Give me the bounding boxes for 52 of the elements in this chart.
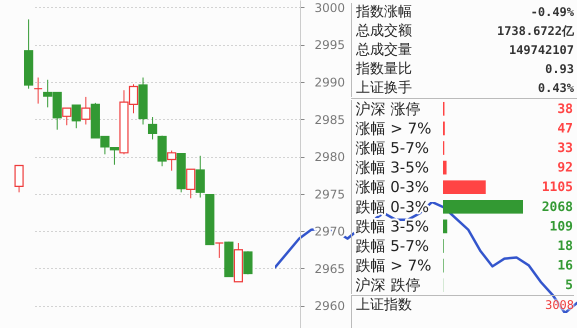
y-tick-label: 涨幅 0-3% <box>356 178 430 196</box>
data-label: 38 <box>557 102 574 117</box>
y-tick-label: 2985 <box>314 112 346 127</box>
annotation: 上证指数 <box>356 296 412 315</box>
candlestick <box>243 250 253 275</box>
y-tick-label: 沪深 跌停 <box>356 276 420 294</box>
y-tick-label: 2960 <box>314 299 346 314</box>
text: 上证换手 <box>356 79 412 98</box>
y-tick-label: 2980 <box>314 150 346 164</box>
y-tick-label: 跌幅 5-7% <box>356 236 430 255</box>
data-label: 5 <box>565 278 573 294</box>
text: -0.49% <box>530 4 574 21</box>
bar <box>443 180 486 194</box>
y-tick-label: 2965 <box>314 262 346 276</box>
candlestick <box>14 164 24 193</box>
text: 总成交额 <box>356 22 412 41</box>
candlestick <box>62 107 72 126</box>
data-label: 47 <box>557 121 573 136</box>
candlestick <box>81 96 90 125</box>
text: 1738.6722亿 <box>496 23 574 40</box>
candlestick <box>196 155 205 198</box>
data-label: 2068 <box>542 200 574 215</box>
candlestick <box>167 150 176 172</box>
y-tick-label: 沪深 涨停 <box>356 100 420 118</box>
data-label: 92 <box>557 160 573 176</box>
candlestick <box>34 77 43 104</box>
candlestick <box>186 168 196 199</box>
candlestick <box>148 116 158 140</box>
candlestick <box>72 104 81 129</box>
text: 0.43% <box>538 80 574 97</box>
data-label: 16 <box>557 258 574 274</box>
data-label: 109 <box>550 219 573 234</box>
y-tick-label: 跌幅 > 7% <box>356 256 432 275</box>
candlestick <box>214 242 224 258</box>
data-label: 33 <box>557 141 573 156</box>
bar <box>443 200 523 214</box>
text: 总成交量 <box>356 41 412 60</box>
y-tick-label: 涨幅 > 7% <box>356 119 432 138</box>
y-tick-label: 2990 <box>314 76 346 90</box>
text: 指数涨幅 <box>356 3 412 22</box>
data-label: 1105 <box>542 180 573 196</box>
data-label: 18 <box>557 238 574 254</box>
text: 149742107 <box>508 42 574 59</box>
text: 0.93 <box>545 61 574 78</box>
y-tick-label: 2995 <box>314 38 346 52</box>
y-tick-label: 3000 <box>314 0 346 15</box>
y-tick-label: 2975 <box>314 187 346 202</box>
bar <box>443 220 448 234</box>
y-tick-label: 涨幅 3-5% <box>356 158 430 177</box>
bar <box>443 160 447 174</box>
y-tick-label: 涨幅 5-7% <box>356 139 430 158</box>
text: 指数量比 <box>356 60 412 79</box>
